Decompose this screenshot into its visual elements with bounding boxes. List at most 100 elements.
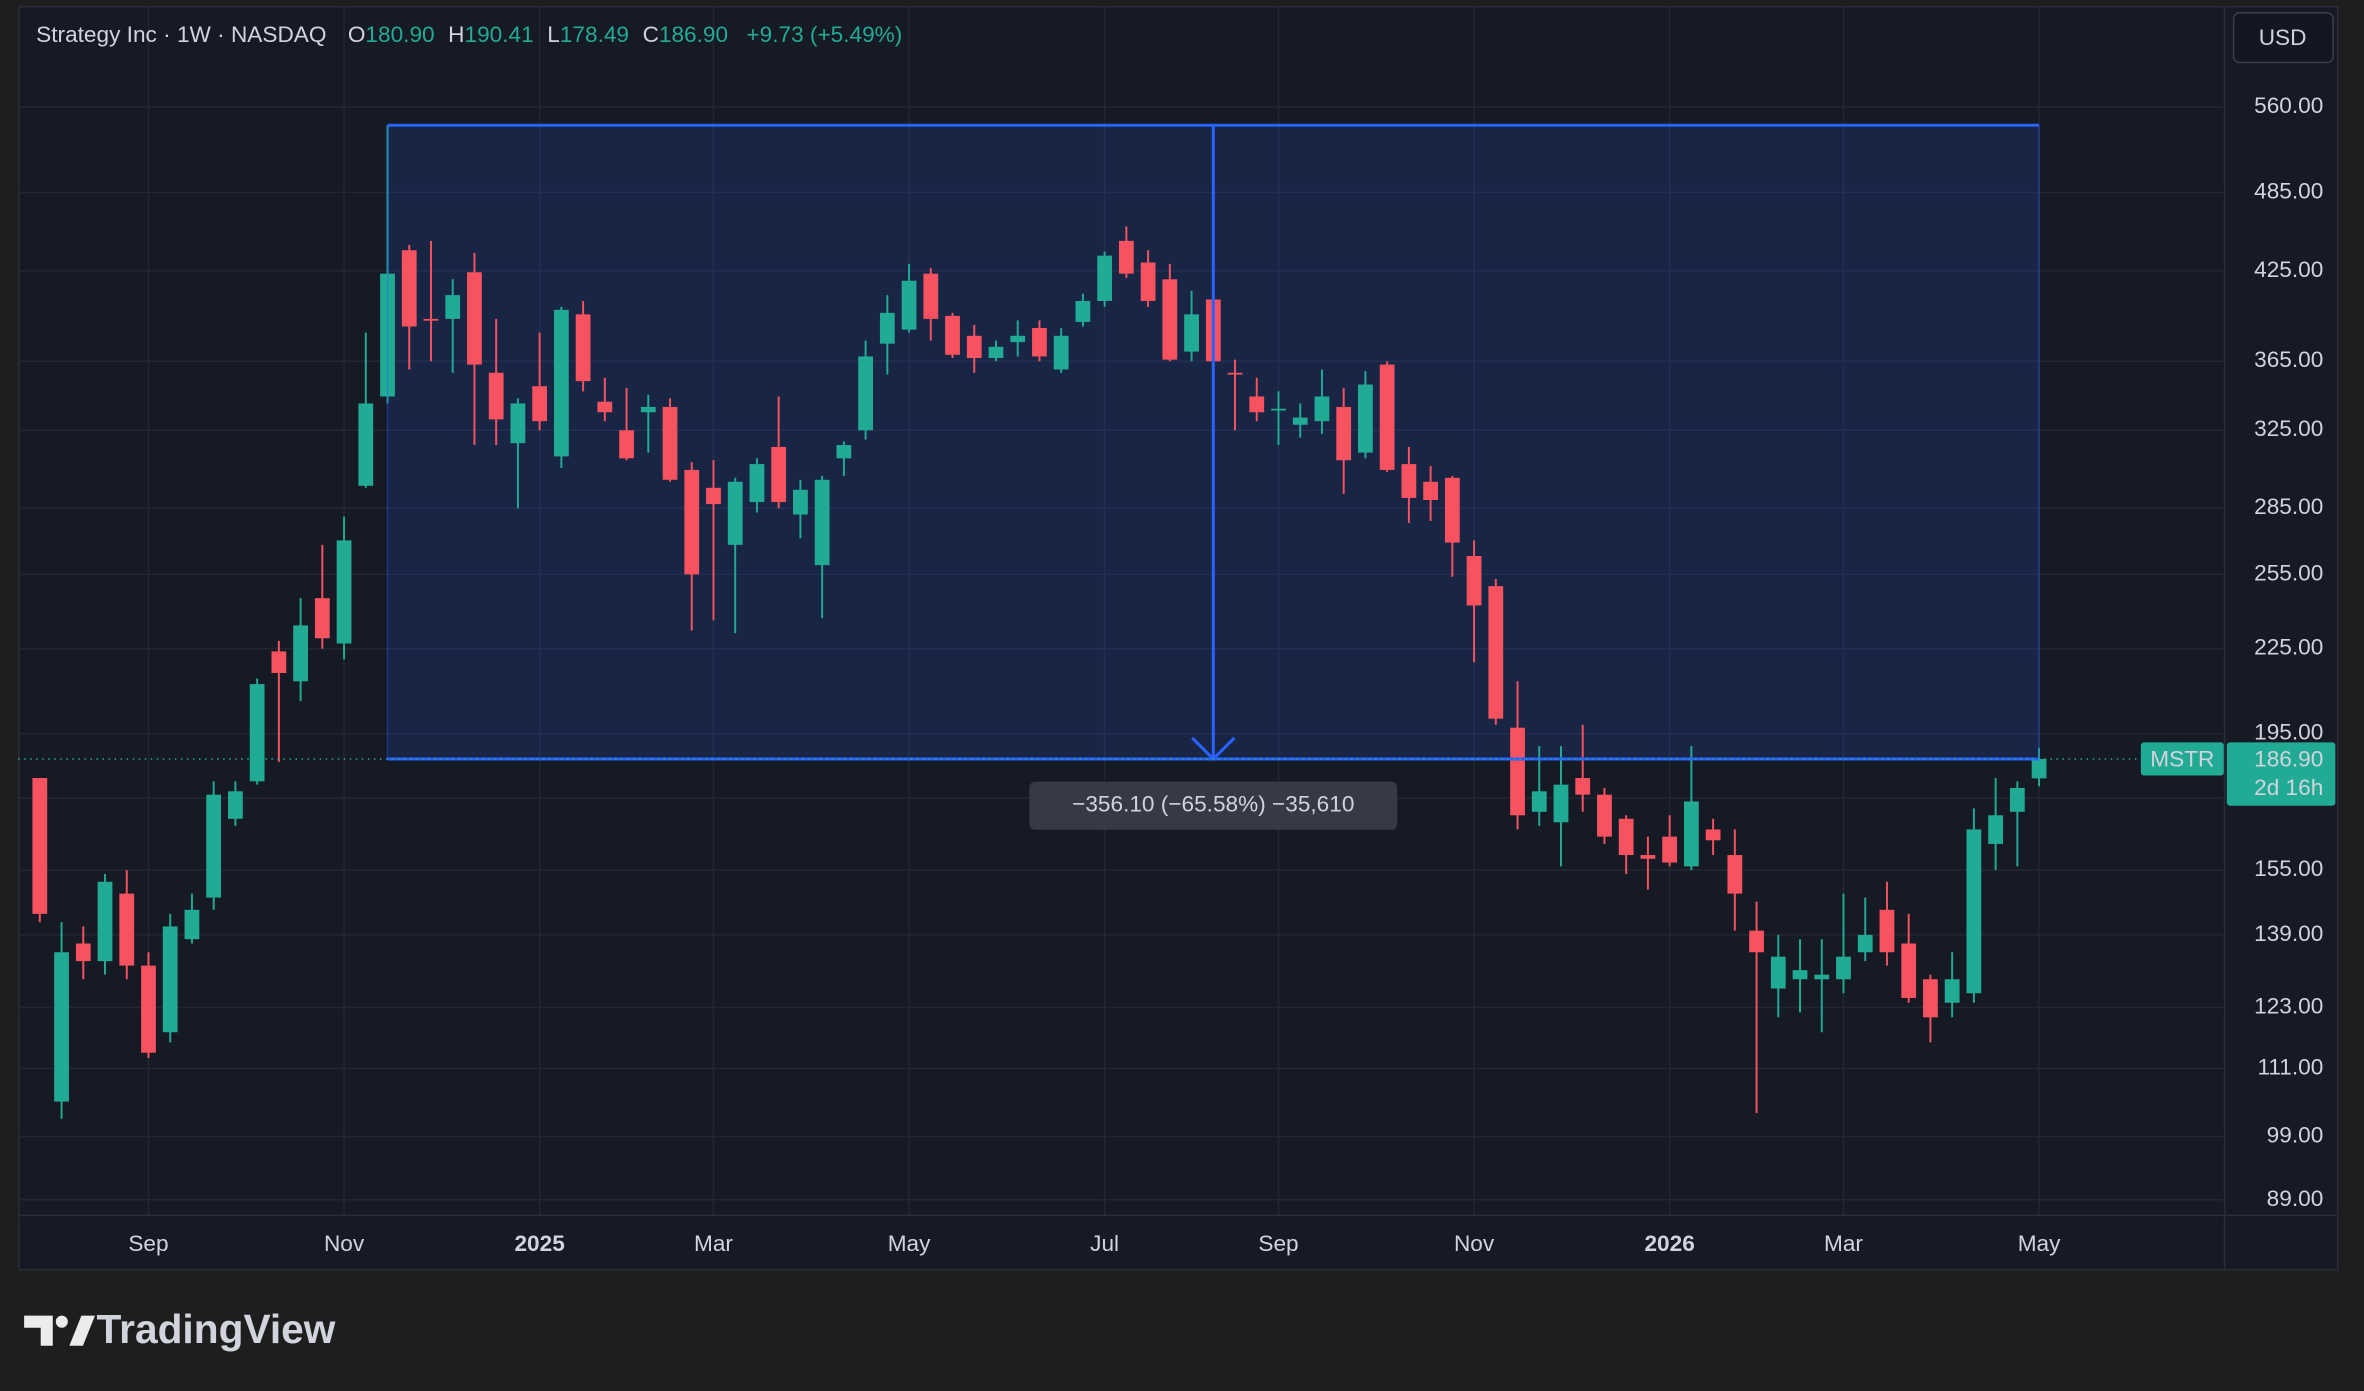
y-tick-label: 99.00 — [2267, 1123, 2324, 1148]
candle-body — [1749, 930, 1764, 953]
candle-body — [119, 893, 135, 966]
price-label: 186.90 — [2254, 746, 2323, 771]
currency[interactable]: USD — [2259, 25, 2307, 50]
candle-body — [684, 469, 700, 575]
x-tick-label: 2026 — [1644, 1231, 1694, 1256]
legend-value: 190.41 — [465, 22, 534, 47]
candle-body — [423, 318, 439, 321]
change: +9.73 (+5.49%) — [746, 22, 902, 47]
candle-body — [858, 356, 873, 431]
overlay: 560.00 485.00 425.00 365.00 325.00 285.00 255.… — [18, 93, 2336, 1256]
candle-body — [1162, 279, 1178, 360]
candle-body — [249, 684, 265, 782]
candle-body — [1401, 464, 1417, 498]
x-tick-label: 2025 — [514, 1231, 564, 1256]
candle-body — [75, 943, 91, 962]
y-tick-label: 139.00 — [2254, 921, 2323, 946]
candle-body — [1857, 934, 1873, 953]
candle-body — [1640, 855, 1656, 859]
countdown-label: 2d 16h — [2254, 775, 2323, 800]
candle-body — [510, 403, 526, 444]
candle-body — [1075, 300, 1091, 322]
candle-body — [1444, 477, 1460, 543]
candle-body — [966, 335, 982, 359]
candle-body — [1705, 829, 1721, 841]
legend-value: 180.90 — [365, 22, 434, 47]
candle-body — [293, 625, 308, 682]
candle-body — [575, 314, 591, 382]
candle-body — [619, 430, 634, 459]
logo-dot — [55, 1315, 68, 1328]
header: Strategy Inc · 1W · NASDAQ O180.90 H190.4… — [36, 22, 902, 47]
candle-body — [1118, 240, 1134, 274]
symbol-label: MSTR — [2150, 746, 2214, 771]
candle-body — [32, 778, 48, 914]
candle-body — [1553, 784, 1569, 823]
candle-body — [141, 965, 156, 1053]
candle-body — [1575, 778, 1591, 795]
y-tick-label: 225.00 — [2254, 635, 2323, 660]
legend-key: C — [643, 22, 659, 47]
measure-label: −356.10 (−65.58%) −35,610 — [1072, 792, 1354, 817]
candle-body — [1597, 794, 1612, 837]
candle-body — [923, 273, 939, 319]
y-tick-label: 89.00 — [2267, 1186, 2324, 1211]
candle-body — [1683, 801, 1699, 867]
brand: TradingView — [96, 1306, 335, 1352]
candle-body — [945, 315, 960, 355]
candle-body — [1379, 364, 1395, 470]
candle-body — [314, 598, 330, 639]
candle-body — [1010, 335, 1026, 343]
candle-body — [1944, 979, 1960, 1003]
x-tick-label: Mar — [694, 1231, 733, 1256]
symbol-title: Strategy Inc · 1W · NASDAQ — [36, 22, 326, 47]
y-tick-label: 425.00 — [2254, 257, 2323, 282]
candle-body — [1227, 372, 1243, 375]
candle-body — [532, 386, 548, 422]
candle-body — [1032, 328, 1047, 357]
candle-body — [662, 406, 678, 480]
legend-value: 178.49 — [560, 22, 629, 47]
candle-body — [445, 295, 461, 319]
candle-body — [1727, 855, 1743, 894]
candle-body — [749, 464, 765, 503]
brand-logo — [24, 1315, 95, 1346]
candle-body — [901, 280, 917, 330]
candle-body — [2009, 787, 2025, 812]
currency-button[interactable] — [2232, 12, 2334, 64]
candle-body — [1271, 408, 1286, 411]
x-tick-label: Nov — [1454, 1231, 1495, 1256]
x-tick-label: May — [2018, 1231, 2061, 1256]
y-tick-label: 111.00 — [2257, 1055, 2323, 1080]
candle-body — [1488, 586, 1504, 719]
legend-key: O — [348, 22, 366, 47]
candle-body — [1814, 974, 1830, 980]
candle-body — [836, 445, 852, 459]
y-tick-label: 195.00 — [2254, 720, 2323, 745]
candle-body — [879, 312, 895, 344]
candle-body — [2031, 758, 2047, 779]
candle-body — [771, 446, 787, 503]
logo-mark — [24, 1315, 53, 1346]
y-tick-label: 485.00 — [2254, 178, 2323, 203]
candle-body — [336, 540, 352, 644]
measure-label-box — [1029, 781, 1398, 830]
candle-body — [1423, 481, 1438, 501]
candle-body — [380, 273, 395, 397]
candle-body — [162, 926, 178, 1033]
candle-body — [1140, 262, 1156, 301]
x-tick-label: Nov — [324, 1231, 365, 1256]
price-label-box — [2226, 742, 2336, 806]
x-tick-label: Sep — [128, 1231, 168, 1256]
candle-body — [1770, 956, 1786, 989]
legend-value: 186.90 — [659, 22, 728, 47]
candle-body — [1988, 815, 2004, 844]
candle-body — [1292, 417, 1308, 425]
y-tick-label: 365.00 — [2254, 347, 2323, 372]
candle-body — [1618, 818, 1634, 856]
candle-body — [488, 372, 504, 420]
y-tick-label: 560.00 — [2254, 93, 2323, 118]
candle-body — [1966, 829, 1982, 994]
candle-body — [988, 346, 1004, 359]
